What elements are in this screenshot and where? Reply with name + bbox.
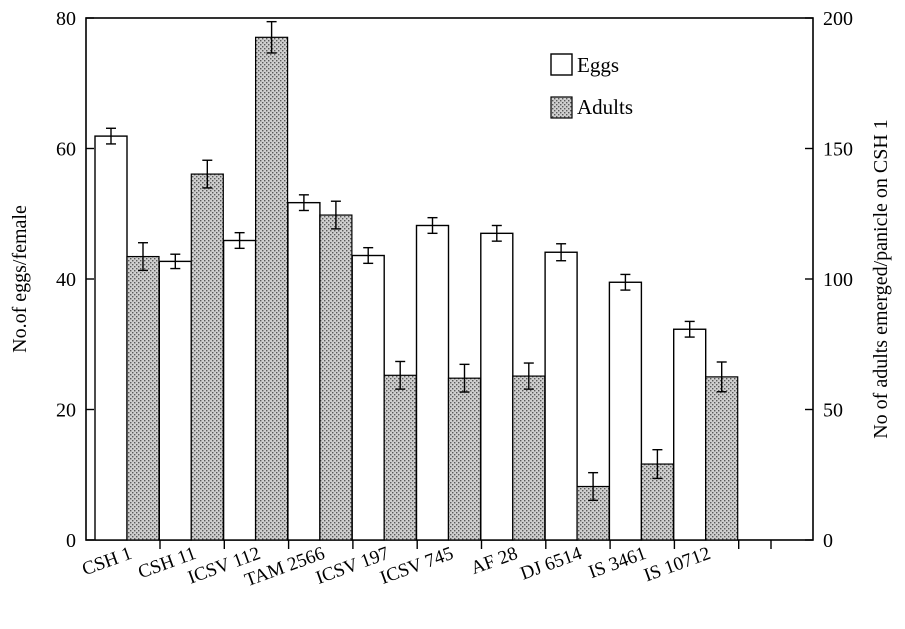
bar-eggs (673, 328, 707, 541)
category-label: ICSV 197 (313, 543, 392, 589)
right-y-axis: 0 50 100 150 200 (805, 8, 853, 552)
category-label: CSH 1 (79, 543, 134, 580)
legend-swatch-adults (550, 96, 573, 119)
bar-series (94, 20, 739, 541)
right-tick-label: 100 (823, 269, 853, 291)
bar-eggs (94, 135, 128, 541)
category-label: DJ 6514 (518, 543, 586, 585)
right-tick-label: 50 (823, 400, 843, 422)
left-tick-label: 20 (56, 400, 76, 422)
bar-adults (319, 214, 353, 541)
right-axis-label: No of adults emerged/panicle on CSH 1 (870, 119, 892, 439)
right-tick-label: 150 (823, 139, 853, 161)
left-tick-label: 0 (66, 530, 76, 552)
bar-adults (190, 173, 224, 541)
left-y-axis: 0 20 40 60 80 (56, 8, 94, 552)
category-label: AF 28 (468, 543, 520, 579)
legend-label-eggs: Eggs (577, 53, 619, 77)
left-tick-label: 40 (56, 269, 76, 291)
bar-eggs (415, 224, 450, 541)
left-axis-label: No.of eggs/female (9, 205, 31, 353)
bar-eggs (351, 254, 385, 541)
right-tick-label: 0 (823, 530, 833, 552)
bar-eggs (287, 201, 321, 541)
bar-adults (705, 376, 739, 541)
legend-label-adults: Adults (577, 95, 633, 119)
bar-adults (512, 375, 546, 541)
legend-swatch-eggs (550, 53, 573, 76)
bar-eggs (608, 281, 643, 541)
category-label: IS 3461 (586, 543, 649, 583)
bar-adults (255, 36, 289, 541)
left-tick-label: 80 (56, 8, 76, 30)
bar-adults (126, 255, 160, 541)
bar-adults (383, 374, 417, 541)
bar-adults (447, 377, 482, 541)
left-tick-label: 60 (56, 139, 76, 161)
bar-eggs (544, 251, 578, 541)
category-label: IS 10712 (641, 543, 713, 586)
bar-eggs (158, 260, 193, 541)
bar-eggs (480, 232, 514, 541)
right-tick-label: 200 (823, 8, 853, 30)
bar-eggs (222, 239, 257, 541)
category-label: ICSV 745 (377, 543, 456, 589)
legend: Eggs Adults (550, 53, 633, 119)
